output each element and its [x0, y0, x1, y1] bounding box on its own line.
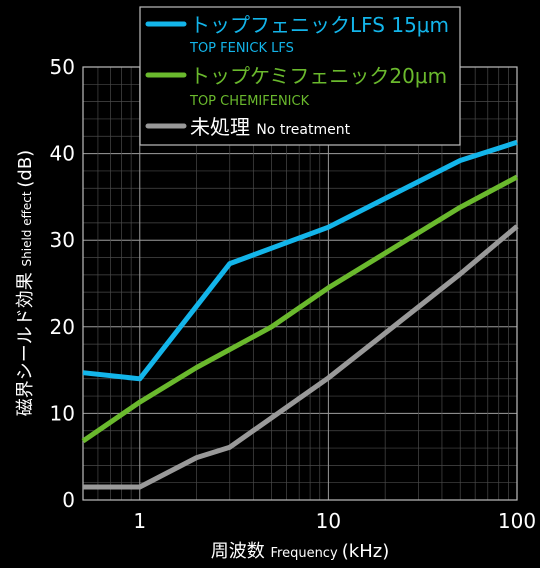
- x-tick-label: 1: [133, 509, 146, 533]
- legend-sublabel-2: TOP CHEMIFENICK: [189, 94, 310, 109]
- x-axis-title: 周波数 Frequency (kHz): [211, 541, 389, 562]
- legend-label-2: トップケミフェニック20μm: [190, 64, 447, 88]
- x-axis-title-en: Frequency: [270, 546, 341, 561]
- legend-label-1: トップフェニックLFS 15μm: [190, 13, 449, 37]
- legend: トップフェニックLFS 15μm TOP FENICK LFS トップケミフェニック…: [139, 6, 461, 146]
- y-axis-title-unit: (dB): [15, 150, 36, 188]
- y-axis-title-en: Shield effect: [20, 188, 34, 267]
- y-tick-label: 0: [62, 488, 75, 512]
- y-axis-title: 磁界シールド効果 Shield effect (dB): [15, 150, 36, 416]
- series-line-3: [83, 224, 519, 490]
- legend-sublabel-1: TOP FENICK LFS: [189, 41, 294, 56]
- y-tick-label: 30: [50, 228, 75, 252]
- axes: 0 10 20 30 40 50 1 10 100 周波数 Frequency (kHz) 磁界シー…: [15, 55, 536, 562]
- y-axis-title-jp: 磁界シールド効果: [15, 266, 36, 416]
- x-axis-title-jp: 周波数: [211, 541, 271, 562]
- legend-box: [139, 6, 461, 146]
- y-tick-label: 10: [50, 401, 75, 425]
- y-tick-label: 40: [50, 142, 75, 166]
- legend-sublabel-3: No treatment: [256, 122, 350, 138]
- y-tick-label: 50: [50, 55, 75, 79]
- series-line-1: [82, 139, 518, 382]
- y-tick-label: 20: [50, 315, 75, 339]
- series-lines: [81, 139, 519, 490]
- legend-label-jp: 未処理: [190, 115, 256, 139]
- x-tick-label: 10: [316, 509, 341, 533]
- legend-label-3: 未処理 No treatment: [190, 115, 351, 139]
- x-tick-label: 100: [498, 509, 536, 533]
- series-line-2: [81, 174, 519, 444]
- x-axis-title-unit: (kHz): [342, 541, 389, 562]
